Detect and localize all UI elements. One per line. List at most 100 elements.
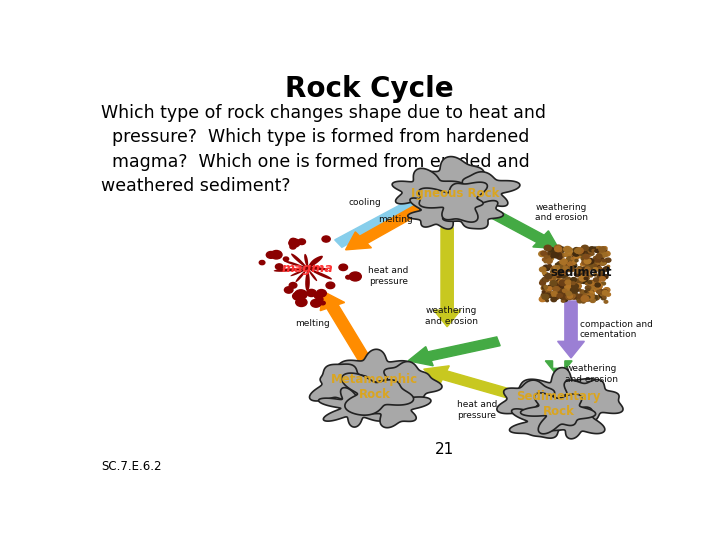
Circle shape [562,286,565,289]
Circle shape [545,274,552,279]
Circle shape [547,254,550,256]
Circle shape [587,252,592,256]
Circle shape [554,289,559,293]
Circle shape [590,299,595,302]
Circle shape [541,251,547,255]
Circle shape [544,261,546,263]
Circle shape [590,275,593,277]
Circle shape [581,296,589,302]
Circle shape [595,288,598,291]
Circle shape [570,287,578,293]
Circle shape [572,282,575,285]
Circle shape [542,286,545,288]
Circle shape [565,280,571,285]
Circle shape [584,259,591,264]
Circle shape [595,281,602,286]
Circle shape [580,290,585,293]
Polygon shape [497,380,562,417]
Polygon shape [443,192,503,229]
Circle shape [585,259,591,264]
Circle shape [590,262,597,268]
Circle shape [554,292,559,296]
Circle shape [548,265,552,267]
Circle shape [346,275,351,279]
Circle shape [557,274,561,278]
Circle shape [598,267,602,270]
Circle shape [559,284,564,288]
Circle shape [549,293,554,296]
Circle shape [571,258,574,259]
Circle shape [596,262,599,264]
Circle shape [555,264,559,266]
Circle shape [566,264,573,269]
Text: weathering
and erosion: weathering and erosion [535,202,588,222]
Circle shape [566,294,573,300]
FancyArrow shape [320,292,374,367]
Circle shape [544,293,551,298]
Circle shape [575,282,580,286]
Circle shape [573,296,576,299]
Circle shape [577,281,581,283]
Circle shape [599,293,606,298]
Circle shape [558,280,563,284]
Circle shape [554,266,559,270]
Polygon shape [414,157,495,205]
Circle shape [600,276,606,281]
Polygon shape [408,192,465,229]
Circle shape [555,292,562,297]
Circle shape [544,287,547,289]
Circle shape [551,298,557,302]
Circle shape [587,288,590,291]
Circle shape [547,285,554,290]
Circle shape [588,281,592,284]
Circle shape [566,259,571,262]
Circle shape [564,246,571,252]
Circle shape [585,249,590,254]
Circle shape [567,294,572,298]
Polygon shape [359,389,431,428]
Circle shape [589,286,594,290]
FancyArrow shape [408,337,500,366]
Circle shape [552,294,559,300]
Polygon shape [510,404,569,438]
Circle shape [601,296,606,300]
Circle shape [294,290,307,299]
Circle shape [588,289,592,292]
Circle shape [318,297,323,301]
Circle shape [572,293,579,299]
Circle shape [557,274,560,276]
Circle shape [553,296,557,299]
Circle shape [545,295,549,297]
Circle shape [580,249,585,253]
Circle shape [582,245,588,251]
Circle shape [559,289,562,292]
Circle shape [552,252,559,258]
Circle shape [585,277,589,280]
Circle shape [582,252,588,258]
Circle shape [589,260,593,262]
Circle shape [583,292,589,296]
Circle shape [598,250,603,254]
Circle shape [594,284,602,289]
Circle shape [598,252,602,255]
Circle shape [582,296,588,301]
Polygon shape [318,388,387,427]
Circle shape [542,287,545,289]
Circle shape [574,249,577,251]
Text: weathered sediment?: weathered sediment? [101,177,291,194]
Circle shape [585,286,591,290]
Circle shape [544,245,552,251]
Circle shape [574,255,578,259]
Text: cooling: cooling [348,198,382,207]
Circle shape [566,284,571,288]
Circle shape [575,273,580,276]
Circle shape [552,272,560,278]
Circle shape [552,283,559,288]
Circle shape [559,294,566,299]
Circle shape [568,252,574,256]
Circle shape [593,268,598,271]
Circle shape [557,247,565,253]
Circle shape [605,276,608,279]
Circle shape [547,256,550,259]
Circle shape [559,253,564,258]
